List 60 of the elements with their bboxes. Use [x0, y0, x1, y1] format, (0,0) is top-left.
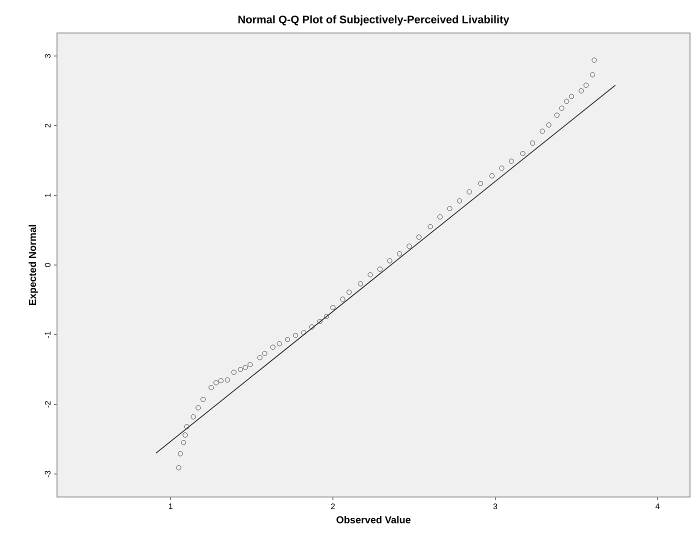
- point: [208, 385, 214, 390]
- point: [590, 72, 596, 78]
- point: [196, 405, 201, 410]
- point: [447, 206, 452, 212]
- x-axis-title: Observed Value: [336, 516, 411, 524]
- point: [377, 266, 383, 272]
- point: [190, 414, 196, 420]
- point: [438, 214, 443, 220]
- point: [293, 332, 298, 338]
- point: [554, 112, 560, 118]
- point: [178, 451, 183, 456]
- point: [499, 166, 504, 171]
- point: [406, 244, 412, 249]
- point: [317, 318, 322, 324]
- point: [584, 82, 589, 88]
- point: [324, 314, 329, 320]
- point: [592, 58, 597, 63]
- point: [248, 362, 253, 368]
- point: [257, 355, 262, 360]
- point: [456, 198, 462, 204]
- point: [559, 106, 564, 111]
- point: [346, 290, 352, 295]
- point: [284, 337, 290, 342]
- point: [181, 440, 186, 446]
- point: [224, 377, 230, 382]
- point: [358, 281, 364, 286]
- point: [270, 344, 276, 350]
- point: [428, 224, 433, 230]
- point: [214, 380, 219, 386]
- point: [530, 140, 536, 146]
- point: [231, 370, 236, 375]
- y-axis-title: Expected Normal: [28, 225, 38, 306]
- point: [508, 158, 514, 164]
- chart-title: Normal Q-Q Plot of Subjectively-Perceived Livability: [238, 15, 510, 26]
- point: [478, 180, 484, 186]
- point: [466, 189, 472, 194]
- point: [416, 234, 422, 240]
- point: [368, 272, 373, 278]
- point: [568, 94, 574, 99]
- point: [330, 304, 336, 310]
- point: [262, 350, 268, 356]
- point: [200, 396, 206, 402]
- point: [489, 173, 495, 178]
- point: [238, 366, 243, 372]
- point: [301, 330, 306, 336]
- point: [184, 424, 190, 430]
- point: [176, 465, 182, 470]
- point: [182, 432, 188, 438]
- point: [309, 324, 314, 330]
- point: [396, 251, 402, 256]
- point: [546, 122, 552, 128]
- point: [340, 296, 346, 302]
- point: [387, 258, 392, 264]
- point: [564, 98, 570, 104]
- point: [520, 150, 526, 156]
- point: [578, 88, 584, 94]
- point: [242, 364, 248, 370]
- point: [276, 341, 282, 346]
- point: [540, 128, 545, 134]
- point: [218, 378, 224, 384]
